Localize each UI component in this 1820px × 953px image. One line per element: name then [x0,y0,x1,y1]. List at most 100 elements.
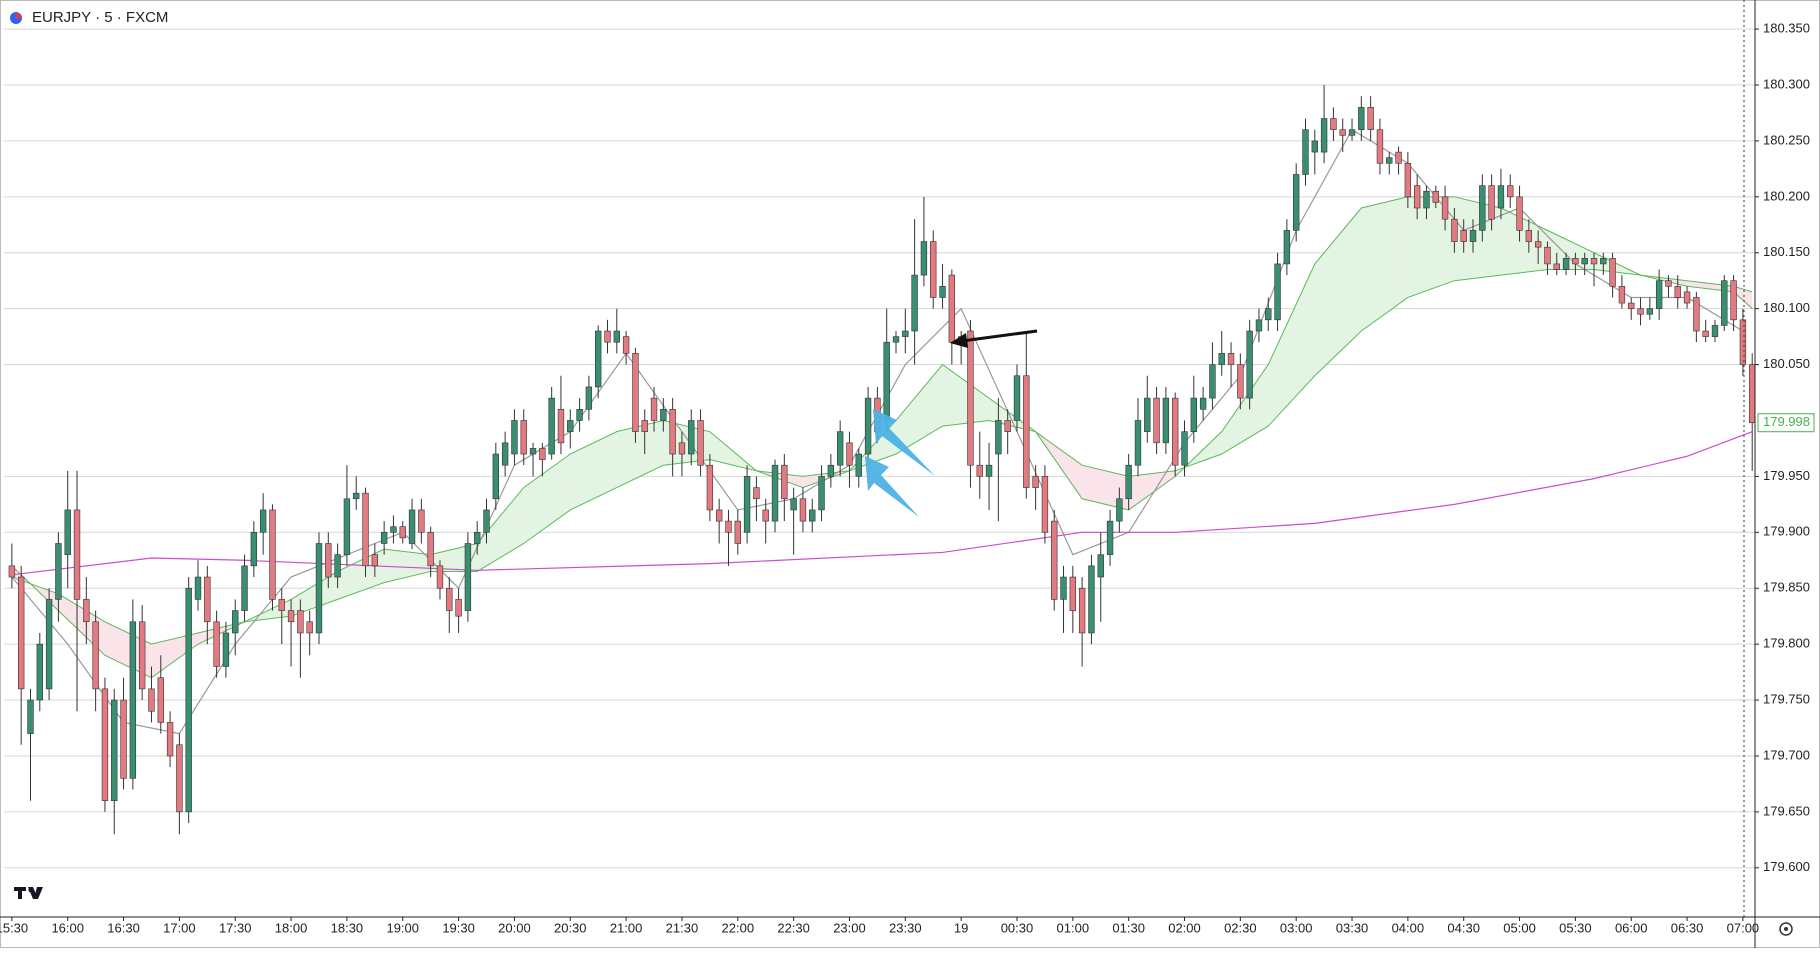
candle-body [1190,397,1197,432]
x-tick-label: 18:30 [331,920,364,935]
candle-body [1711,325,1719,337]
candle-body [1348,129,1356,136]
candle-body [45,599,53,690]
cloud-fill [570,431,617,510]
candle-body [1134,420,1142,466]
x-tick-label: 18:00 [275,920,308,935]
x-tick-label: 17:30 [219,920,252,935]
candle-body [446,587,453,611]
x-tick-label: 05:30 [1559,920,1592,935]
candle-body [1441,196,1449,220]
candle-body [148,688,155,712]
candle-body [585,386,593,410]
y-tick-label: 180.250 [1763,132,1810,147]
candle-body [1702,330,1709,337]
candle-body [1628,302,1635,309]
candle-body [1069,576,1077,611]
candle-body [641,420,648,432]
x-tick-label: 17:00 [163,920,196,935]
candle-body [83,599,90,623]
candle-body [1646,308,1654,315]
candle-body [483,509,490,533]
y-tick-label: 180.200 [1763,188,1810,203]
candle-body [1153,397,1160,444]
candle-body [799,498,807,522]
candle-body [64,509,71,555]
cloud-fill [1407,196,1455,298]
candle-body [185,587,192,813]
last-price-box [1757,413,1815,433]
candle-body [771,464,779,522]
candle-body [1162,397,1170,444]
candle-body [613,330,620,343]
candle-body [1311,140,1318,153]
symbol-icon-dot [15,13,21,19]
candle-body [1590,258,1598,265]
x-tick-label: 06:30 [1671,920,1704,935]
candle-body [194,576,202,600]
candle-body [418,509,425,533]
candle-body [1255,319,1263,332]
candle-body [846,442,853,466]
cloud-fill [1221,364,1269,455]
blue-arrows [865,409,935,517]
candle-body [818,476,825,511]
cloud-fill [291,571,338,617]
candle-body [8,565,16,578]
settings-button[interactable] [1779,922,1793,936]
candle-body [725,520,732,533]
candle-body [241,565,248,611]
candle-body [836,431,844,466]
candle-body [827,464,835,477]
candle-body [1246,330,1253,399]
candle-body [1516,196,1523,231]
candle-body [1302,129,1309,175]
axes: 179.600 179.650 179.700 179.750 179.800 179.8… [0,21,1815,935]
candle-body [1553,263,1560,270]
candle-body [390,526,397,533]
candle-body [1051,520,1058,600]
candle-body [1376,129,1384,164]
candle-body [939,285,946,298]
candle-body [492,453,500,500]
x-tick-label: 03:30 [1336,920,1369,935]
x-tick-label: 01:30 [1112,920,1145,935]
y-tick-label: 180.050 [1763,356,1810,371]
x-tick-label: 19:00 [386,920,419,935]
cloud-fill [1128,470,1176,510]
candle-body [520,420,527,455]
candle-body [1404,162,1412,198]
candle-body [753,487,760,500]
candle-body [92,621,99,690]
x-tick-label: 04:30 [1447,920,1480,935]
x-tick-label: 15:30 [0,920,28,935]
candle-body [632,353,639,432]
candle-body [371,554,379,567]
candle-body [1721,280,1728,326]
candle-body [176,744,183,813]
x-tick-label: 16:30 [107,920,140,935]
candle-body [1088,565,1095,634]
candle-body [101,688,109,801]
candle-body [1209,364,1216,399]
candle-body [1293,174,1300,231]
y-tick-label: 179.600 [1763,859,1810,874]
candle-body [1237,364,1244,399]
candle-body [343,498,351,555]
cloud-fill [1500,208,1548,276]
candle-body [734,520,741,544]
y-tick-label: 180.150 [1763,244,1810,259]
candle-body [1227,353,1235,365]
candle-body [1395,151,1402,164]
cloud-line [11,269,1753,645]
logo [14,887,43,899]
y-tick-label: 179.700 [1763,747,1810,762]
candle-body [743,476,751,533]
candle-body [911,274,918,332]
y-tick-label: 180.300 [1763,76,1810,91]
y-tick-label: 179.750 [1763,691,1810,706]
candle-body [1004,420,1011,432]
y-tick-label: 179.950 [1763,468,1810,483]
candle-body [27,699,34,734]
candle-body [781,464,788,500]
